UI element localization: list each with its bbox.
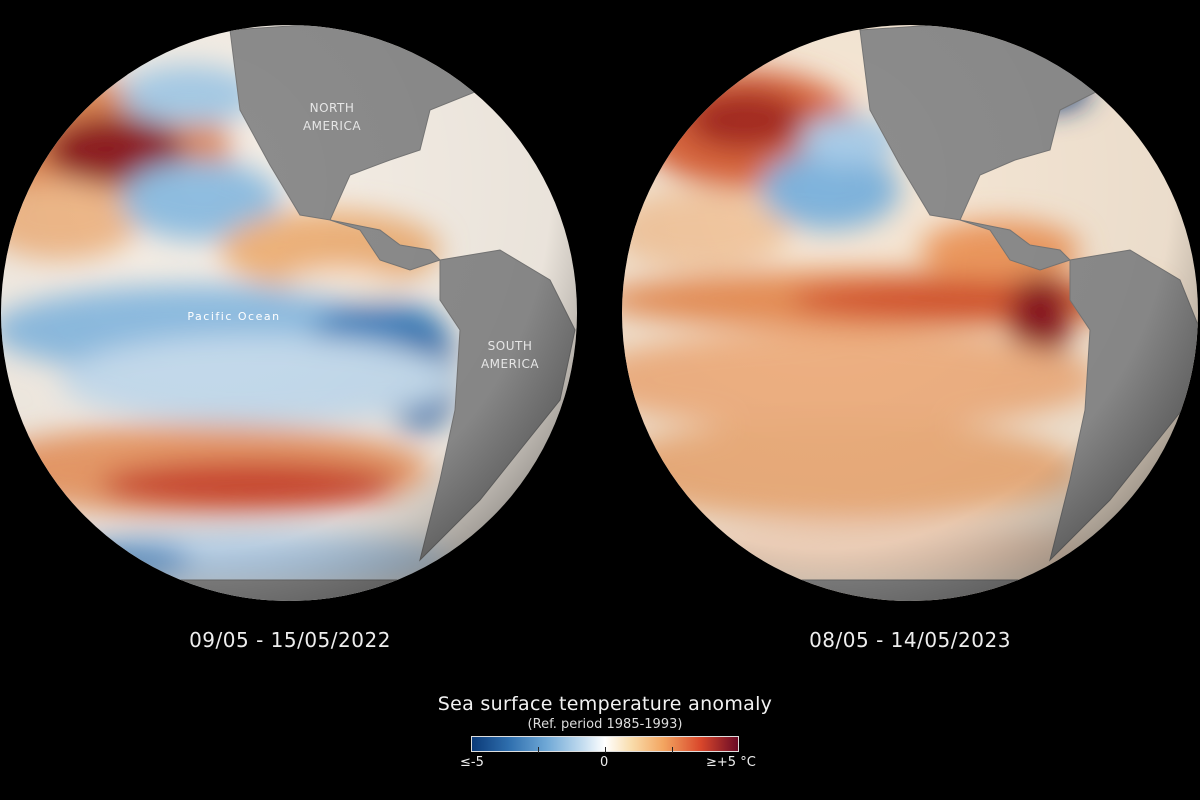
legend-subtitle: (Ref. period 1985-1993) [527,717,683,732]
date-range-2022: 09/05 - 15/05/2022 [189,628,391,652]
legend-tick [605,747,606,753]
north-america-label-line2: AMERICA [303,119,361,133]
north-america-label-line1: NORTH [310,101,355,115]
date-range-2023: 08/05 - 14/05/2023 [809,628,1011,652]
globe-2023 [620,0,1200,610]
legend-title: Sea surface temperature anomaly [437,693,773,715]
legend-tick [538,747,539,753]
pacific-ocean-label: Pacific Ocean [187,310,280,323]
legend-min-label: ≤-5 [460,755,484,770]
south-america-label-line2: AMERICA [481,357,539,371]
legend-zero-label: 0 [600,755,609,770]
color-legend: Sea surface temperature anomaly (Ref. pe… [400,693,810,773]
legend-tick [672,747,673,753]
south-america-label-line1: SOUTH [488,339,533,353]
legend-colorbar [471,736,739,753]
legend-max-label: ≥+5 °C [706,755,756,770]
globe-2022: NORTH AMERICA SOUTH AMERICA Pacific Ocea… [0,0,580,610]
globe-2022-map: NORTH AMERICA SOUTH AMERICA Pacific Ocea… [1,25,577,601]
globe-2023-map [622,25,1198,601]
